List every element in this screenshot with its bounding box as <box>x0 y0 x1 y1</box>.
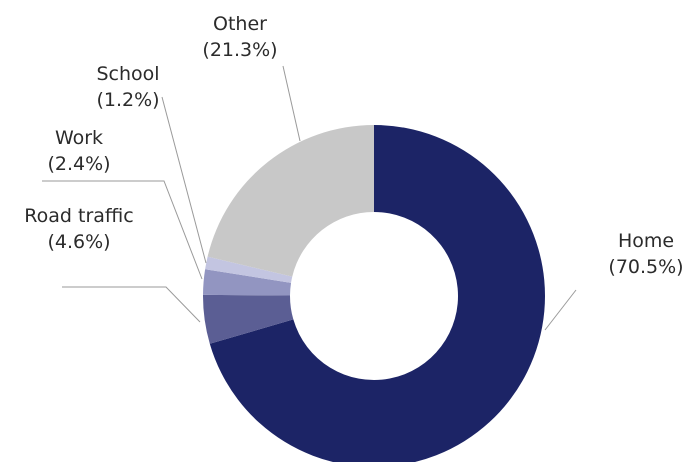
slice-other <box>207 125 374 277</box>
slice-label-other: Other <box>213 13 267 35</box>
slice-label-work: Work <box>55 127 103 149</box>
slice-label-home: Home <box>618 230 674 252</box>
leader-lines-group <box>42 65 577 331</box>
slice-work <box>203 269 292 296</box>
leader-line-other <box>282 65 301 142</box>
slice-label-road-traffic: Road traffic <box>24 205 133 227</box>
slice-percent-school: (1.2%) <box>96 89 159 111</box>
leader-line-school <box>161 96 207 264</box>
leader-line-road-traffic <box>62 286 201 323</box>
slice-road-traffic <box>202 294 294 344</box>
slice-percent-home: (70.5%) <box>608 256 683 278</box>
leader-line-home <box>544 289 577 331</box>
slices-group <box>202 125 545 462</box>
slice-percent-other: (21.3%) <box>202 39 277 61</box>
slice-home <box>209 125 545 462</box>
slice-school <box>205 256 293 283</box>
leader-line-work <box>42 180 203 280</box>
labels-group: Home (70.5%) Road traffic (4.6%) Work (2.4%) S… <box>24 13 683 278</box>
slice-percent-work: (2.4%) <box>47 153 110 175</box>
slice-label-school: School <box>96 63 159 85</box>
slice-percent-road-traffic: (4.6%) <box>47 231 110 253</box>
